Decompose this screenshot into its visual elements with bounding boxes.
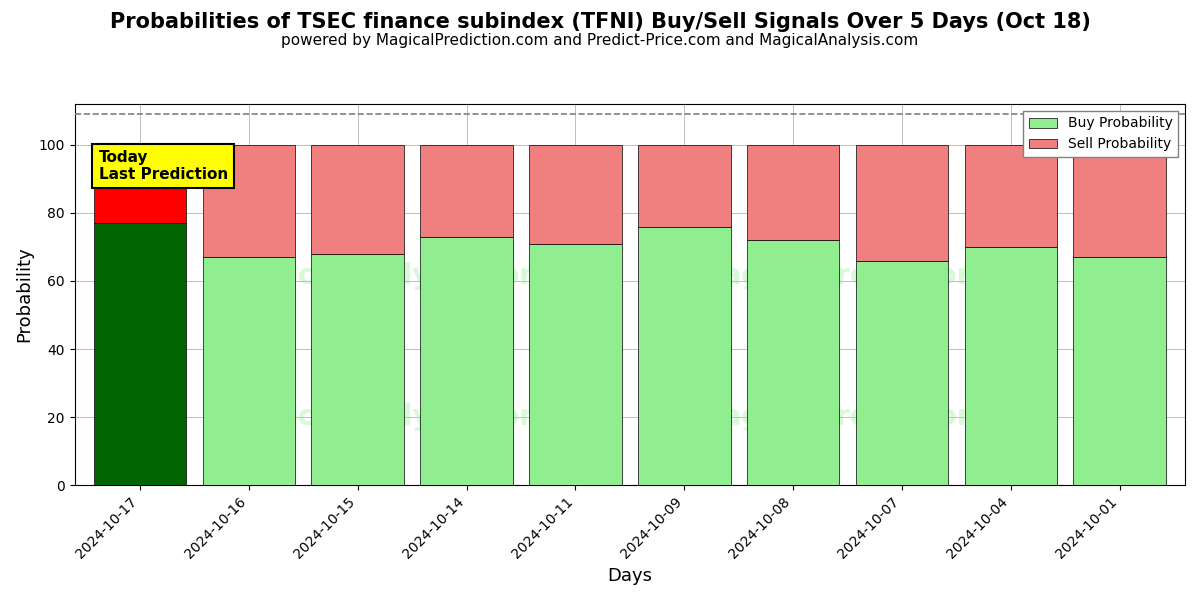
Text: MagicalPrediction.com: MagicalPrediction.com bbox=[696, 403, 1052, 431]
Bar bbox=[203, 145, 295, 257]
Text: Probabilities of TSEC finance subindex (TFNI) Buy/Sell Signals Over 5 Days (Oct : Probabilities of TSEC finance subindex (… bbox=[109, 12, 1091, 32]
Bar bbox=[420, 145, 512, 237]
Bar bbox=[420, 237, 512, 485]
Bar bbox=[746, 145, 839, 240]
Bar bbox=[856, 260, 948, 485]
Text: MagicalAnalysis.com: MagicalAnalysis.com bbox=[222, 403, 548, 431]
Bar bbox=[746, 240, 839, 485]
Bar bbox=[965, 247, 1057, 485]
Bar bbox=[312, 254, 404, 485]
Bar bbox=[529, 145, 622, 244]
Bar bbox=[856, 145, 948, 260]
Bar bbox=[638, 145, 731, 227]
Bar bbox=[529, 244, 622, 485]
Bar bbox=[1074, 257, 1166, 485]
Bar bbox=[965, 145, 1057, 247]
Legend: Buy Probability, Sell Probability: Buy Probability, Sell Probability bbox=[1024, 111, 1178, 157]
Bar bbox=[1074, 145, 1166, 257]
Bar bbox=[94, 145, 186, 223]
Text: MagicalPrediction.com: MagicalPrediction.com bbox=[696, 262, 1052, 290]
X-axis label: Days: Days bbox=[607, 567, 653, 585]
Bar bbox=[312, 145, 404, 254]
Bar bbox=[94, 223, 186, 485]
Y-axis label: Probability: Probability bbox=[16, 247, 34, 343]
Text: MagicalAnalysis.com: MagicalAnalysis.com bbox=[222, 262, 548, 290]
Bar bbox=[203, 257, 295, 485]
Text: Today
Last Prediction: Today Last Prediction bbox=[98, 150, 228, 182]
Text: powered by MagicalPrediction.com and Predict-Price.com and MagicalAnalysis.com: powered by MagicalPrediction.com and Pre… bbox=[281, 33, 919, 48]
Bar bbox=[638, 227, 731, 485]
